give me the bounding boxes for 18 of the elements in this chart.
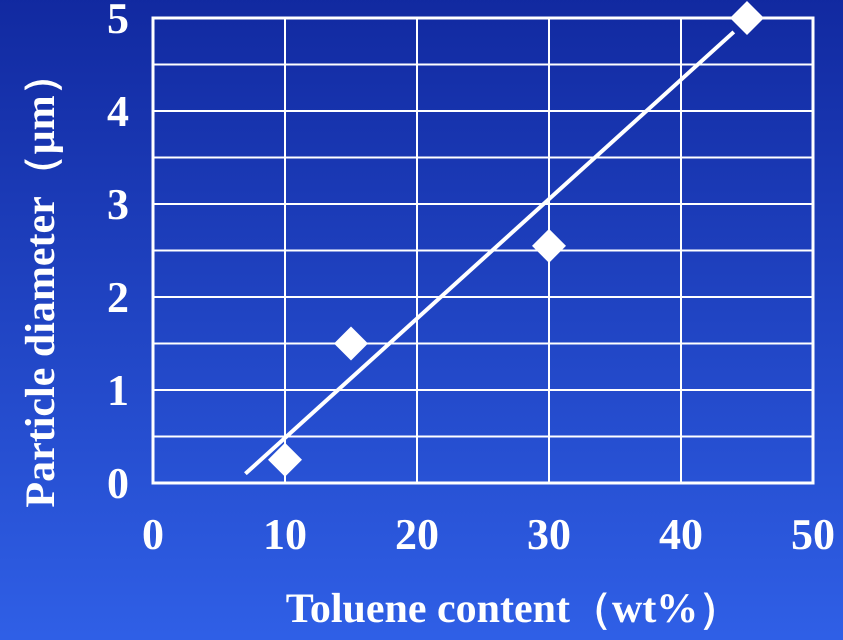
point bbox=[532, 228, 566, 263]
y-tick-label: 1 bbox=[107, 366, 129, 415]
x-tick-label: 10 bbox=[263, 510, 307, 559]
x-tick-label: 40 bbox=[659, 510, 703, 559]
point bbox=[730, 1, 764, 35]
y-tick-label: 4 bbox=[107, 87, 129, 136]
x-axis-title: Toluene content（wt%） bbox=[286, 586, 740, 632]
y-tick-label: 5 bbox=[107, 0, 129, 43]
x-tick-label: 50 bbox=[791, 510, 835, 559]
y-tick-label: 2 bbox=[107, 273, 129, 322]
point bbox=[268, 442, 302, 477]
x-tick-label: 20 bbox=[395, 510, 439, 559]
x-tick-label: 30 bbox=[527, 510, 571, 559]
y-tick-label: 0 bbox=[107, 459, 129, 508]
x-tick-label: 0 bbox=[142, 510, 164, 559]
y-axis-title: Particle diameter（μm） bbox=[18, 53, 64, 508]
point bbox=[334, 326, 368, 360]
y-tick-label: 3 bbox=[107, 180, 129, 229]
